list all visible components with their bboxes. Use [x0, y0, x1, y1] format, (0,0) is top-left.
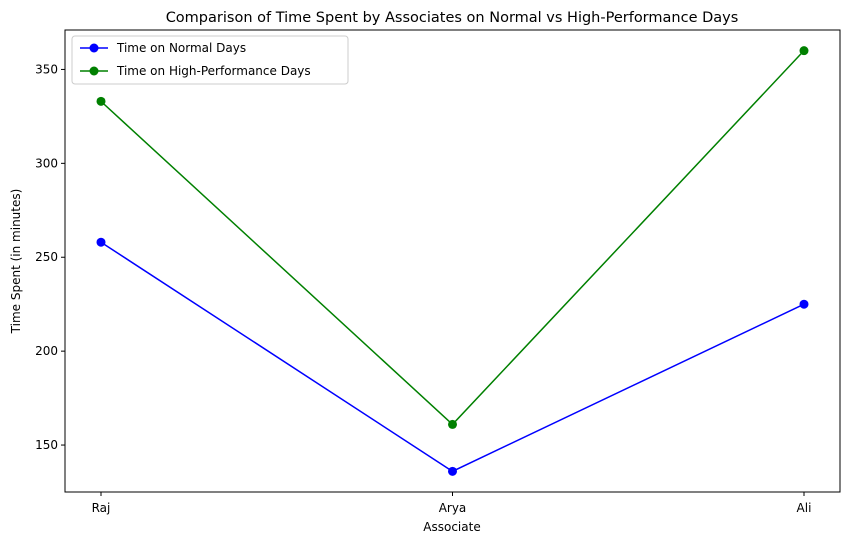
y-tick-label: 250	[35, 250, 58, 264]
data-point	[799, 299, 809, 309]
legend-swatch-marker	[89, 66, 99, 76]
chart-title: Comparison of Time Spent by Associates o…	[166, 10, 739, 26]
legend-items: Time on Normal Days Time on High-Performa…	[80, 41, 311, 78]
data-point	[96, 237, 106, 247]
y-tick-label: 150	[35, 438, 58, 452]
y-tick-label: 350	[35, 62, 58, 76]
legend-box	[71, 35, 349, 85]
x-axis-label: Associate	[423, 520, 480, 534]
y-axis-label: Time Spent (in minutes)	[9, 189, 23, 335]
plot-area	[64, 29, 841, 493]
x-tick-label: Arya	[439, 501, 467, 515]
data-point	[448, 419, 457, 429]
legend-label: Time on High-Performance Days	[116, 64, 311, 78]
y-tick-label: 300	[35, 156, 58, 170]
y-tick-label: 200	[35, 344, 58, 358]
series-layer	[96, 46, 809, 476]
y-axis: 150 200 250 300 350	[35, 62, 65, 452]
legend-label: Time on Normal Days	[116, 41, 246, 55]
x-tick-label: Raj	[92, 501, 111, 515]
data-point	[799, 46, 809, 56]
legend: Time on Normal Days Time on High-Performa…	[71, 35, 349, 85]
data-point	[96, 96, 106, 106]
data-point	[448, 466, 457, 476]
legend-swatch-marker	[89, 43, 99, 53]
x-axis: Raj Arya Ali	[92, 492, 812, 515]
x-tick-label: Ali	[797, 501, 812, 515]
